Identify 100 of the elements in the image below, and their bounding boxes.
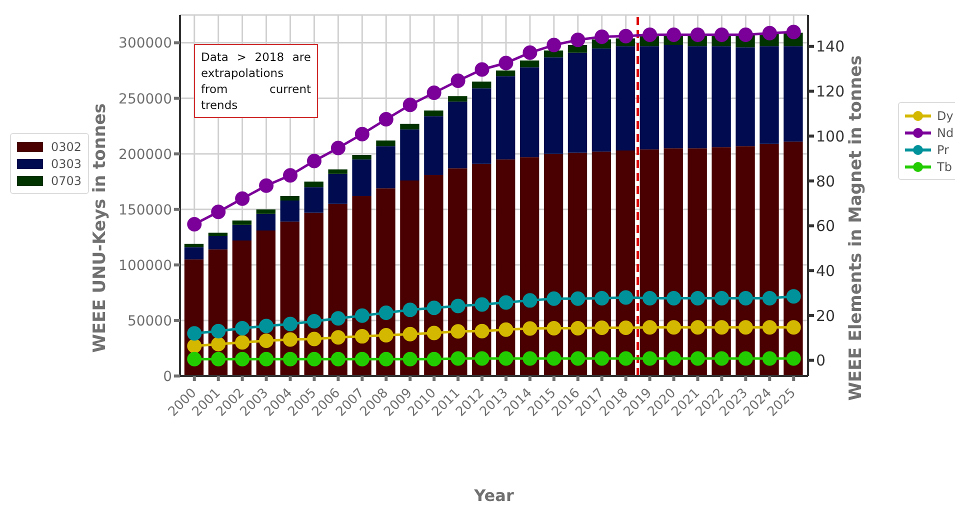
point [666,27,682,42]
point [211,352,226,366]
bar [736,47,755,146]
legend-label: Pr [937,142,949,156]
point [402,352,418,366]
bar [256,209,276,214]
point [474,297,490,312]
legend-label: 0703 [51,174,82,188]
point [330,311,346,326]
point [618,351,634,366]
point [378,112,394,127]
annotation: Data > 2018 are extrapolations from current trends [194,44,318,118]
y2-tick-label: 80 [816,172,836,190]
point [690,320,705,335]
point [211,204,226,220]
point [738,320,753,335]
point [306,332,322,346]
bar [424,116,444,175]
bar [520,60,540,68]
point [714,27,729,42]
point [618,28,634,44]
point [354,329,370,344]
point [690,290,705,306]
point [330,352,346,366]
point [259,352,274,366]
bar [232,220,252,225]
point [570,351,586,366]
bar [496,76,516,160]
point [306,352,322,366]
y-tick-label: 150000 [118,202,172,218]
bar [208,236,228,250]
bar [568,52,588,153]
bar [616,46,636,151]
point [498,56,514,70]
bar [784,46,803,142]
point [426,352,442,366]
bar [328,169,348,174]
point [235,335,250,350]
point [450,351,466,366]
y2-axis-title: WEEE Elements in Magnet in tonnes [846,54,866,403]
legend-label: Nd [937,126,954,140]
point [187,216,202,232]
point [450,298,466,314]
legend-label: Dy [937,108,954,122]
point [354,352,370,366]
point [187,352,202,366]
bar [400,129,420,181]
point [235,191,250,206]
point [474,351,490,366]
point [786,351,801,366]
y-tick-label: 50000 [127,313,172,330]
bar [688,46,707,148]
point [762,290,777,306]
y2-tick-label: 20 [816,306,836,325]
point [546,320,562,336]
point [738,27,753,42]
point [522,351,538,366]
point [426,86,442,100]
point [546,38,562,52]
bar [256,214,276,230]
point [666,351,682,366]
bar [376,140,396,146]
point [690,27,705,42]
point [618,320,634,336]
point [330,330,346,345]
point [354,126,370,142]
bar [232,224,252,240]
point [714,351,729,366]
point [642,320,658,335]
point [283,316,298,332]
point [283,332,298,347]
point [450,73,466,88]
bar [520,67,540,158]
point [762,351,777,366]
point [714,320,729,335]
y2-tick-label: 0 [816,352,826,370]
bar [472,82,492,88]
point [259,318,274,334]
point [211,336,226,352]
bar [424,110,444,116]
point [666,290,682,306]
bar [304,187,324,213]
bar [352,159,372,196]
point [402,326,418,342]
point [546,291,562,306]
bar [208,232,228,236]
point [786,289,801,304]
y2-tick-label: 40 [816,262,836,280]
bar [472,88,492,164]
point [738,290,753,306]
legend-label: Tb [937,160,952,174]
bar [328,174,348,204]
point [594,290,610,306]
legend-label: 0303 [51,156,82,170]
point [474,324,490,338]
bar [184,247,204,260]
point [187,326,202,341]
point [642,351,658,366]
point [786,320,801,335]
point [570,291,586,306]
